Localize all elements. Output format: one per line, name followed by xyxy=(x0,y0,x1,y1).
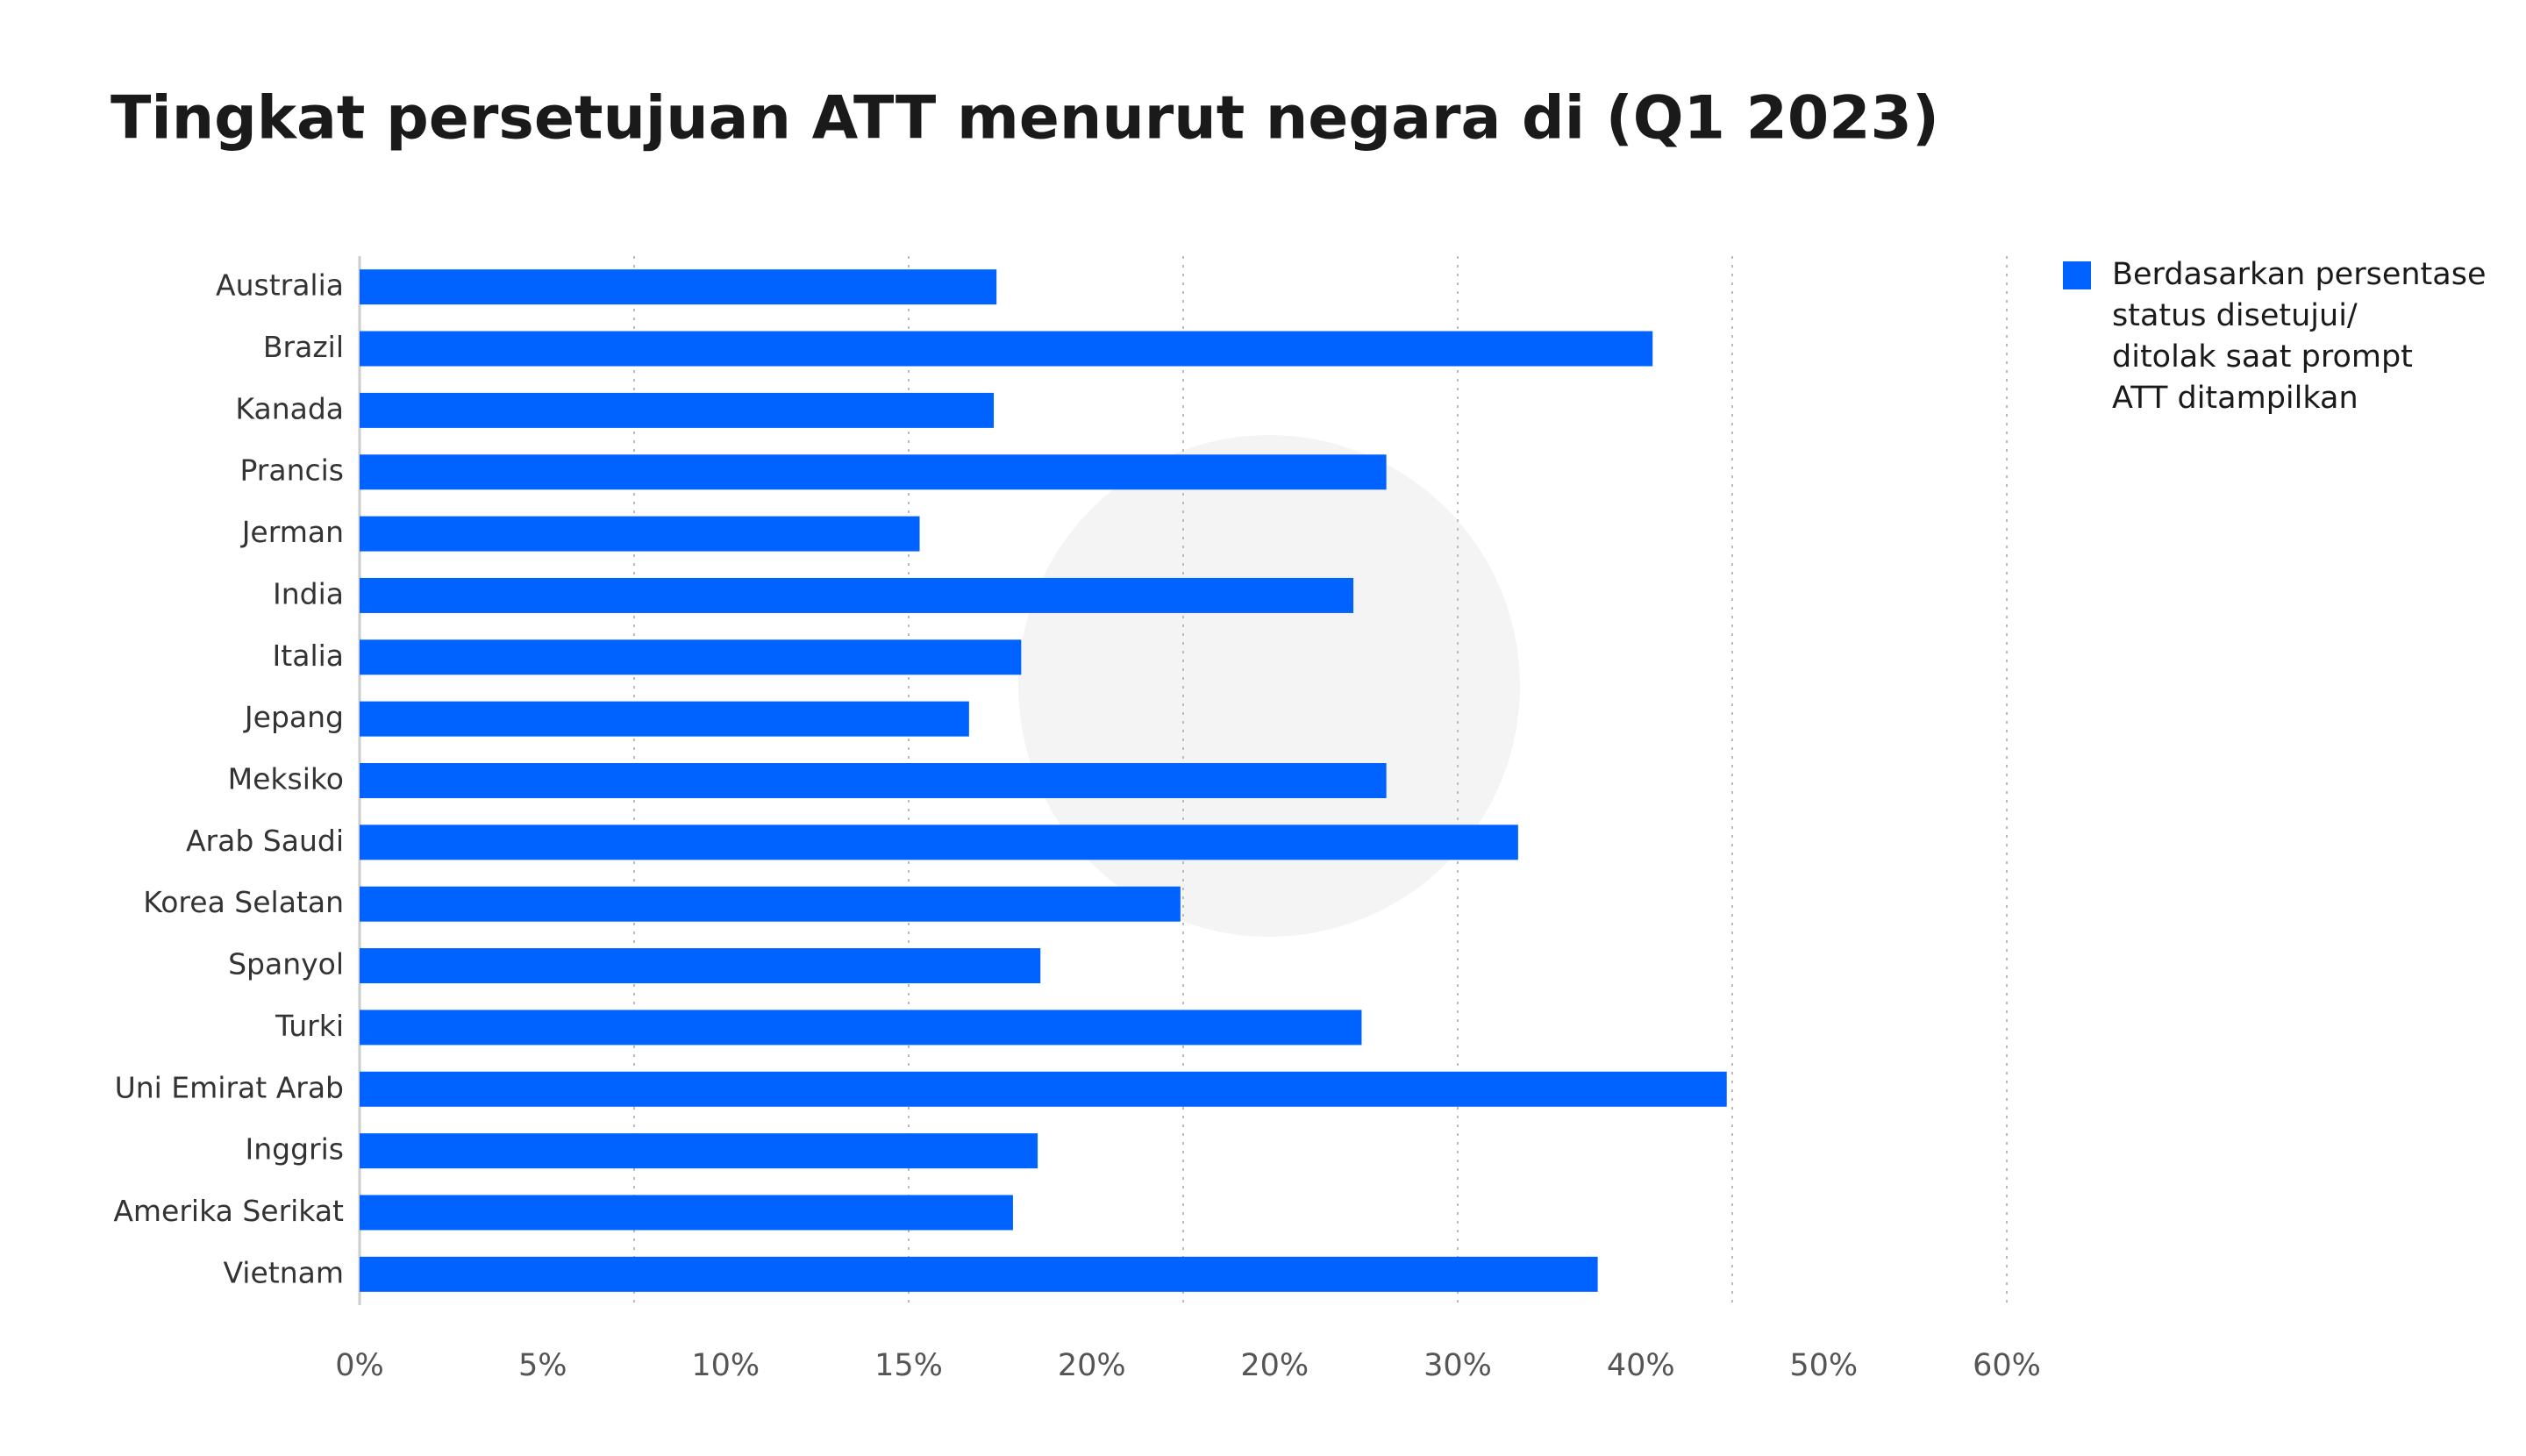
chart-title: Tingkat persetujuan ATT menurut negara d… xyxy=(111,84,1939,153)
bar xyxy=(360,577,1354,613)
bar xyxy=(360,516,920,552)
bar xyxy=(360,1195,1013,1231)
watermark xyxy=(1018,435,1520,937)
x-tick-label: 15% xyxy=(874,1348,943,1383)
y-tick-label: Kanada xyxy=(235,391,344,425)
bar xyxy=(360,639,1022,675)
bar xyxy=(360,269,997,305)
y-tick-label: India xyxy=(273,576,344,610)
bar xyxy=(360,392,995,428)
y-tick-label: Jepang xyxy=(243,700,344,734)
y-tick-label: Jerman xyxy=(240,515,344,549)
bar xyxy=(360,1256,1598,1292)
y-tick-label: Prancis xyxy=(239,453,344,488)
bar xyxy=(360,886,1181,922)
x-tick-label: 0% xyxy=(335,1348,384,1383)
y-tick-label: Arab Saudi xyxy=(186,824,344,858)
bar xyxy=(360,1071,1727,1107)
y-tick-label: Spanyol xyxy=(228,947,344,981)
x-tick-label: 10% xyxy=(691,1348,760,1383)
bar xyxy=(360,1133,1038,1169)
x-tick-label: 50% xyxy=(1789,1348,1858,1383)
x-tick-label: 30% xyxy=(1424,1348,1492,1383)
bar xyxy=(360,948,1041,984)
bar xyxy=(360,331,1653,367)
legend-label: Berdasarkan persentase status disetujui/d… xyxy=(2112,257,2487,416)
y-tick-label: Brazil xyxy=(263,330,344,364)
y-tick-label: Italia xyxy=(273,639,344,673)
x-tick-label: 20% xyxy=(1240,1348,1309,1383)
legend-swatch xyxy=(2063,261,2091,289)
x-tick-label: 5% xyxy=(518,1348,567,1383)
y-tick-label: Inggris xyxy=(246,1132,344,1167)
y-tick-label: Australia xyxy=(216,268,344,303)
x-tick-label: 20% xyxy=(1058,1348,1126,1383)
y-tick-label: Meksiko xyxy=(228,762,344,796)
bar xyxy=(360,763,1387,798)
bar xyxy=(360,1010,1362,1046)
bar xyxy=(360,824,1518,860)
x-tick-label: 60% xyxy=(1973,1348,2041,1383)
y-tick-label: Vietnam xyxy=(223,1255,344,1289)
y-tick-label: Korea Selatan xyxy=(143,885,344,919)
x-tick-label: 40% xyxy=(1607,1348,1675,1383)
bar xyxy=(360,454,1387,490)
y-tick-label: Turki xyxy=(275,1009,344,1043)
y-tick-label: Amerika Serikat xyxy=(113,1194,344,1228)
y-tick-label: Uni Emirat Arab xyxy=(115,1070,344,1104)
bar xyxy=(360,701,969,737)
